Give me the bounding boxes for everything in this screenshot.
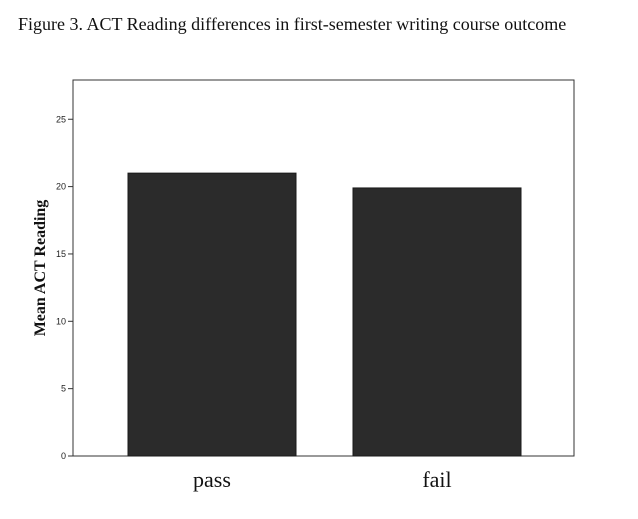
bar-fail xyxy=(352,187,522,457)
bars-group xyxy=(127,172,522,457)
y-tick-label: 10 xyxy=(56,316,66,326)
y-axis-label: Mean ACT Reading xyxy=(32,200,49,337)
x-category-label-pass: pass xyxy=(193,467,231,492)
x-category-label-fail: fail xyxy=(422,467,451,492)
figure-title: Figure 3. ACT Reading differences in fir… xyxy=(18,14,567,34)
y-axis-ticks: 0 5 10 15 20 25 xyxy=(56,114,73,461)
y-tick-label: 0 xyxy=(61,451,66,461)
y-tick-label: 20 xyxy=(56,182,66,192)
bar-pass xyxy=(127,172,297,457)
y-tick-label: 15 xyxy=(56,249,66,259)
plot-frame xyxy=(72,79,575,457)
y-tick-label: 5 xyxy=(61,384,66,394)
x-axis-categories: pass fail xyxy=(193,467,452,492)
y-tick-label: 25 xyxy=(56,114,66,124)
